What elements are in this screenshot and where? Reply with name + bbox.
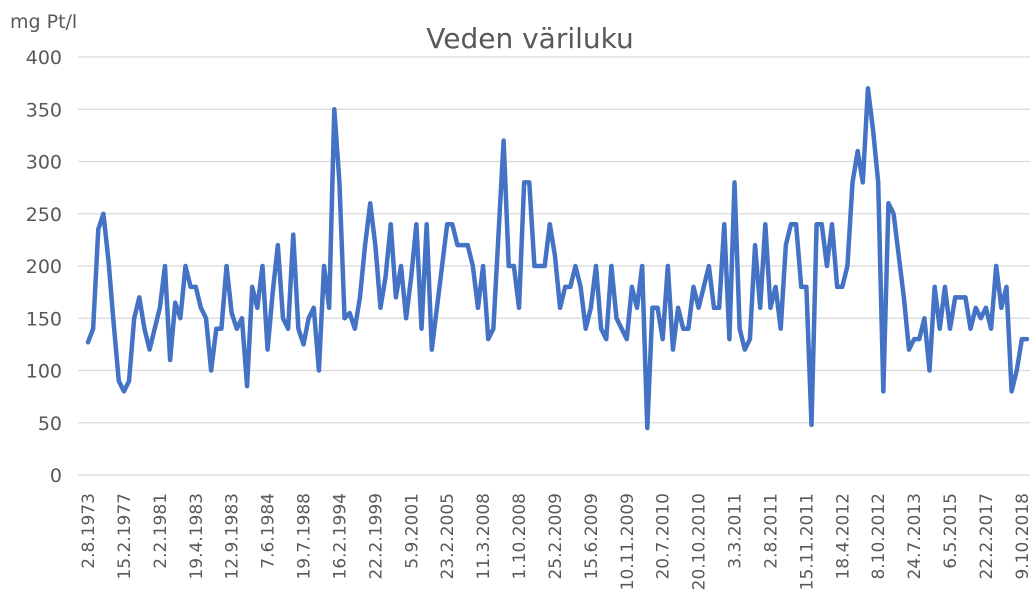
x-tick-label: 2.2.1981 bbox=[151, 493, 171, 569]
x-tick-label: 11.3.2008 bbox=[474, 493, 494, 580]
x-tick-label: 20.7.2010 bbox=[654, 493, 674, 580]
x-tick-label: 8.10.2012 bbox=[869, 493, 889, 580]
x-tick-label: 22.2.2017 bbox=[977, 493, 997, 580]
x-tick-label: 23.2.2005 bbox=[438, 493, 458, 580]
chart-title: Veden väriluku bbox=[426, 22, 634, 55]
x-tick-label: 9.10.2018 bbox=[1013, 493, 1033, 580]
y-tick-label: 350 bbox=[26, 99, 62, 121]
x-tick-label: 2.8.2011 bbox=[761, 493, 781, 569]
x-tick-label: 15.2.1977 bbox=[115, 493, 135, 580]
x-tick-label: 19.7.1988 bbox=[295, 493, 315, 580]
x-tick-label: 19.4.1983 bbox=[187, 493, 207, 580]
y-tick-label: 300 bbox=[26, 152, 62, 174]
x-tick-label: 15.11.2011 bbox=[797, 493, 817, 590]
y-tick-label: 250 bbox=[26, 204, 62, 226]
x-tick-label: 7.6.1984 bbox=[259, 493, 279, 569]
x-tick-label: 18.4.2012 bbox=[833, 493, 853, 580]
x-tick-label: 25.2.2009 bbox=[546, 493, 566, 580]
y-tick-label: 100 bbox=[26, 361, 62, 383]
y-tick-label: 0 bbox=[50, 465, 62, 487]
x-tick-label: 6.5.2015 bbox=[941, 493, 961, 569]
x-tick-label: 2.8.1973 bbox=[79, 493, 99, 569]
x-tick-label: 24.7.2013 bbox=[905, 493, 925, 580]
x-tick-label: 12.9.1983 bbox=[223, 493, 243, 580]
y-tick-label: 400 bbox=[26, 47, 62, 69]
x-tick-label: 1.10.2008 bbox=[510, 493, 530, 580]
y-axis-label: mg Pt/l bbox=[10, 11, 77, 33]
data-line bbox=[85, 86, 1030, 431]
x-tick-label: 5.9.2001 bbox=[402, 493, 422, 569]
x-tick-label: 15.6.2009 bbox=[582, 493, 602, 580]
y-tick-label: 200 bbox=[26, 256, 62, 278]
y-tick-label: 150 bbox=[26, 308, 62, 330]
x-tick-label: 22.2.1999 bbox=[366, 493, 386, 580]
x-tick-label: 10.11.2009 bbox=[618, 493, 638, 590]
x-tick-label: 3.3.2011 bbox=[726, 493, 746, 569]
y-tick-label: 50 bbox=[38, 413, 62, 435]
x-tick-label: 20.10.2010 bbox=[690, 493, 710, 590]
x-tick-label: 16.2.1994 bbox=[330, 493, 350, 580]
